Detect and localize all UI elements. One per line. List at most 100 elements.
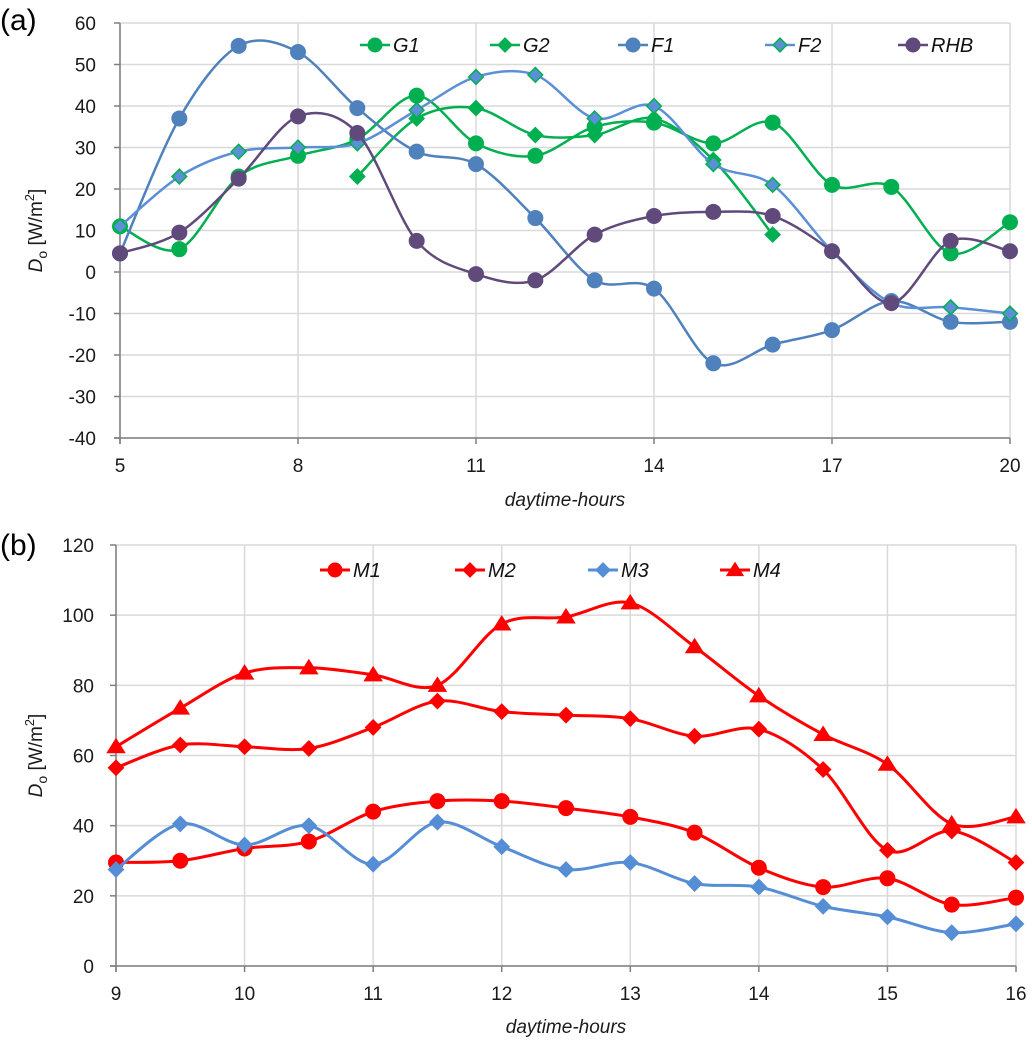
- data-point-f1: [586, 272, 603, 289]
- y-tick-label: 40: [73, 817, 94, 838]
- data-point-rhb: [468, 266, 484, 283]
- data-point-m4: [106, 737, 126, 754]
- x-tick-label: 11: [466, 456, 486, 477]
- legend-marker: [725, 561, 745, 577]
- data-point-f2: [170, 168, 188, 185]
- legend-marker: [625, 37, 641, 53]
- legend-item-m3: M3: [588, 560, 649, 582]
- data-point-rhb: [646, 207, 662, 224]
- panel-b: 0 20 40 60 80 100 120 9 10 11 12 13 14 15 16 (b) daytime…: [0, 529, 1027, 1038]
- x-tick-label: 16: [1005, 984, 1026, 1005]
- data-point-rhb: [171, 224, 188, 241]
- y-tick-label: 40: [75, 97, 96, 118]
- data-point-g1: [171, 241, 188, 258]
- legend-item-rhb: RHB: [898, 35, 973, 57]
- legend-label: G1: [393, 35, 420, 57]
- data-point-g2: [764, 226, 782, 244]
- data-point-rhb: [764, 207, 781, 224]
- data-point-m4: [234, 664, 255, 680]
- series-m4: [106, 593, 1026, 831]
- legend-item-m1: M1: [320, 560, 381, 582]
- series-m2: [107, 692, 1025, 871]
- x-tick-label: 14: [643, 456, 665, 477]
- legend-label: F1: [651, 35, 674, 57]
- series-line-g1: [119, 94, 1011, 256]
- data-point-m2: [171, 736, 189, 754]
- y-tick-label: 60: [75, 14, 96, 35]
- y-tick-label: 0: [83, 957, 94, 978]
- data-point-m4: [299, 658, 319, 675]
- x-tick-label: 15: [877, 984, 898, 1005]
- series-f1: [112, 37, 1018, 372]
- data-point-f1: [527, 210, 544, 227]
- data-point-rhb: [527, 272, 544, 289]
- legend-label: M2: [488, 560, 516, 582]
- data-point-m3: [1007, 915, 1025, 933]
- data-point-m4: [684, 637, 705, 654]
- data-point-f2: [289, 139, 307, 156]
- x-tick-label: 9: [111, 984, 122, 1005]
- data-point-m4: [813, 725, 833, 741]
- data-point-g1: [883, 178, 900, 195]
- y-tick-label: -10: [69, 305, 96, 326]
- data-point-m1: [943, 896, 960, 913]
- legend: M1 M2 M3 M4: [320, 560, 781, 582]
- data-point-g1: [468, 135, 484, 152]
- series-line-rhb: [119, 111, 1011, 305]
- legend-marker: [367, 37, 383, 53]
- data-point-m3: [493, 838, 511, 856]
- data-point-m4: [170, 699, 191, 715]
- y-tick-label: -40: [69, 429, 96, 450]
- legend-label: RHB: [931, 35, 973, 57]
- legend-item-f1: F1: [618, 35, 674, 57]
- data-point-m1: [300, 833, 317, 850]
- data-point-m4: [427, 676, 448, 692]
- data-point-rhb: [942, 232, 959, 249]
- series-line-f1: [118, 39, 1011, 367]
- data-point-m3: [300, 817, 318, 835]
- data-point-m1: [879, 870, 896, 887]
- data-point-g1: [1002, 214, 1018, 231]
- series-g2: [348, 99, 782, 244]
- data-point-m3: [750, 878, 768, 896]
- legend-item-m4: M4: [720, 560, 781, 582]
- y-tick-label: 20: [75, 180, 96, 201]
- data-point-m4: [1006, 807, 1026, 824]
- data-point-rhb: [230, 170, 247, 187]
- series-rhb: [112, 108, 1018, 312]
- data-point-f2: [526, 66, 544, 84]
- data-point-rhb: [1002, 243, 1018, 260]
- series-line-f2: [119, 69, 1011, 315]
- data-point-m4: [749, 686, 769, 703]
- data-point-m2: [621, 710, 639, 728]
- data-point-m2: [429, 692, 446, 710]
- y-tick-label: 0: [85, 263, 96, 284]
- data-point-g2: [526, 126, 544, 144]
- data-point-rhb: [112, 245, 128, 262]
- x-tick-label: 11: [363, 984, 383, 1005]
- data-point-f1: [290, 44, 306, 61]
- data-point-m1: [1008, 889, 1024, 906]
- data-point-m4: [877, 755, 898, 771]
- y-tick-label: 80: [73, 676, 94, 697]
- y-axis-title: Do [W/m2]: [22, 714, 50, 798]
- legend-marker: [462, 562, 478, 578]
- data-point-m1: [365, 803, 382, 820]
- y-tick-label: 100: [62, 606, 94, 627]
- data-point-m4: [363, 665, 383, 682]
- data-point-m2: [557, 706, 575, 724]
- panel-a: -40 -30 -20 -10 0 10 20 30 40 50 60 5 8 11 14 17 20 (a) da…: [0, 4, 1021, 511]
- data-point-m2: [879, 841, 896, 859]
- legend-item-m2: M2: [455, 560, 516, 582]
- legend-marker: [905, 37, 921, 53]
- data-point-m2: [1007, 854, 1025, 871]
- data-point-f1: [764, 336, 781, 353]
- x-axis-title: daytime-hours: [505, 490, 626, 511]
- legend-label: F2: [798, 35, 821, 57]
- x-tick-label: 14: [748, 984, 770, 1005]
- data-point-m3: [557, 861, 575, 878]
- data-point-m3: [429, 813, 446, 831]
- data-point-f2: [704, 155, 722, 173]
- data-point-f1: [171, 110, 188, 127]
- data-point-rhb: [349, 124, 366, 141]
